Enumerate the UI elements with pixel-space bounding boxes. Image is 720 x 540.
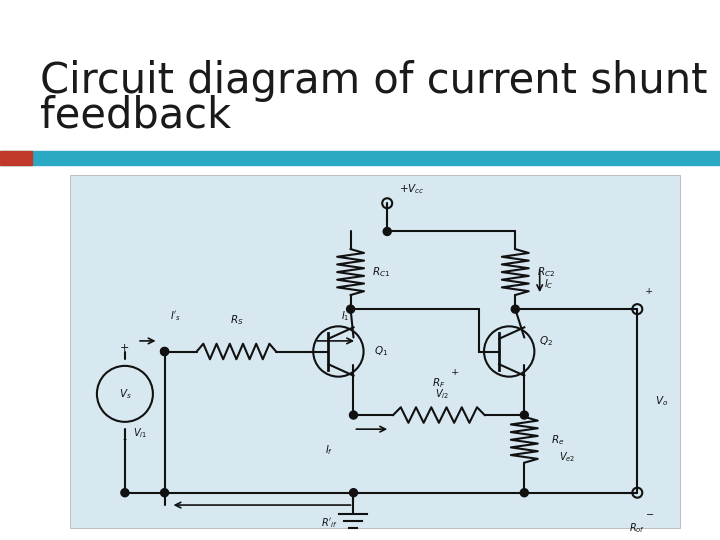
Text: +: + <box>451 368 459 377</box>
Text: Circuit diagram of current shunt: Circuit diagram of current shunt <box>40 60 708 102</box>
Circle shape <box>521 489 528 497</box>
Bar <box>0 151 32 165</box>
Text: $V_{i2}$: $V_{i2}$ <box>436 387 449 401</box>
Text: +: + <box>645 287 654 296</box>
Text: -: - <box>123 433 127 446</box>
Text: $Q_2$: $Q_2$ <box>539 334 553 348</box>
Text: $V_o$: $V_o$ <box>655 394 668 408</box>
Circle shape <box>349 411 358 419</box>
Circle shape <box>383 227 391 235</box>
Text: $R_{C2}$: $R_{C2}$ <box>536 265 555 279</box>
Circle shape <box>161 348 168 355</box>
Text: $-$: $-$ <box>645 509 654 518</box>
Text: $I'_s$: $I'_s$ <box>170 309 181 323</box>
Circle shape <box>521 411 528 419</box>
Circle shape <box>511 305 519 313</box>
Text: $I_C$: $I_C$ <box>544 278 554 292</box>
Circle shape <box>349 489 358 497</box>
Text: $+V_{cc}$: $+V_{cc}$ <box>399 182 424 196</box>
Text: $V_{i1}$: $V_{i1}$ <box>133 426 147 440</box>
Text: $R_S$: $R_S$ <box>230 313 243 327</box>
Circle shape <box>161 489 168 497</box>
Text: feedback: feedback <box>40 95 231 137</box>
Text: $R_{of}$: $R_{of}$ <box>629 521 645 535</box>
Text: +: + <box>120 343 130 353</box>
Text: $V_s$: $V_s$ <box>119 387 131 401</box>
Circle shape <box>121 489 129 497</box>
Bar <box>70 175 680 528</box>
Text: $I_f$: $I_f$ <box>325 443 333 457</box>
Bar <box>0 151 720 165</box>
Circle shape <box>161 348 168 355</box>
Text: $I_1$: $I_1$ <box>341 309 349 323</box>
Circle shape <box>346 305 355 313</box>
Text: $V_{e2}$: $V_{e2}$ <box>559 450 575 464</box>
Text: $R_e$: $R_e$ <box>552 433 564 447</box>
Text: $R_F$: $R_F$ <box>432 376 446 390</box>
Text: $R_{C1}$: $R_{C1}$ <box>372 265 390 279</box>
Text: $R'_{if}$: $R'_{if}$ <box>320 516 338 530</box>
Text: $Q_1$: $Q_1$ <box>374 345 388 359</box>
